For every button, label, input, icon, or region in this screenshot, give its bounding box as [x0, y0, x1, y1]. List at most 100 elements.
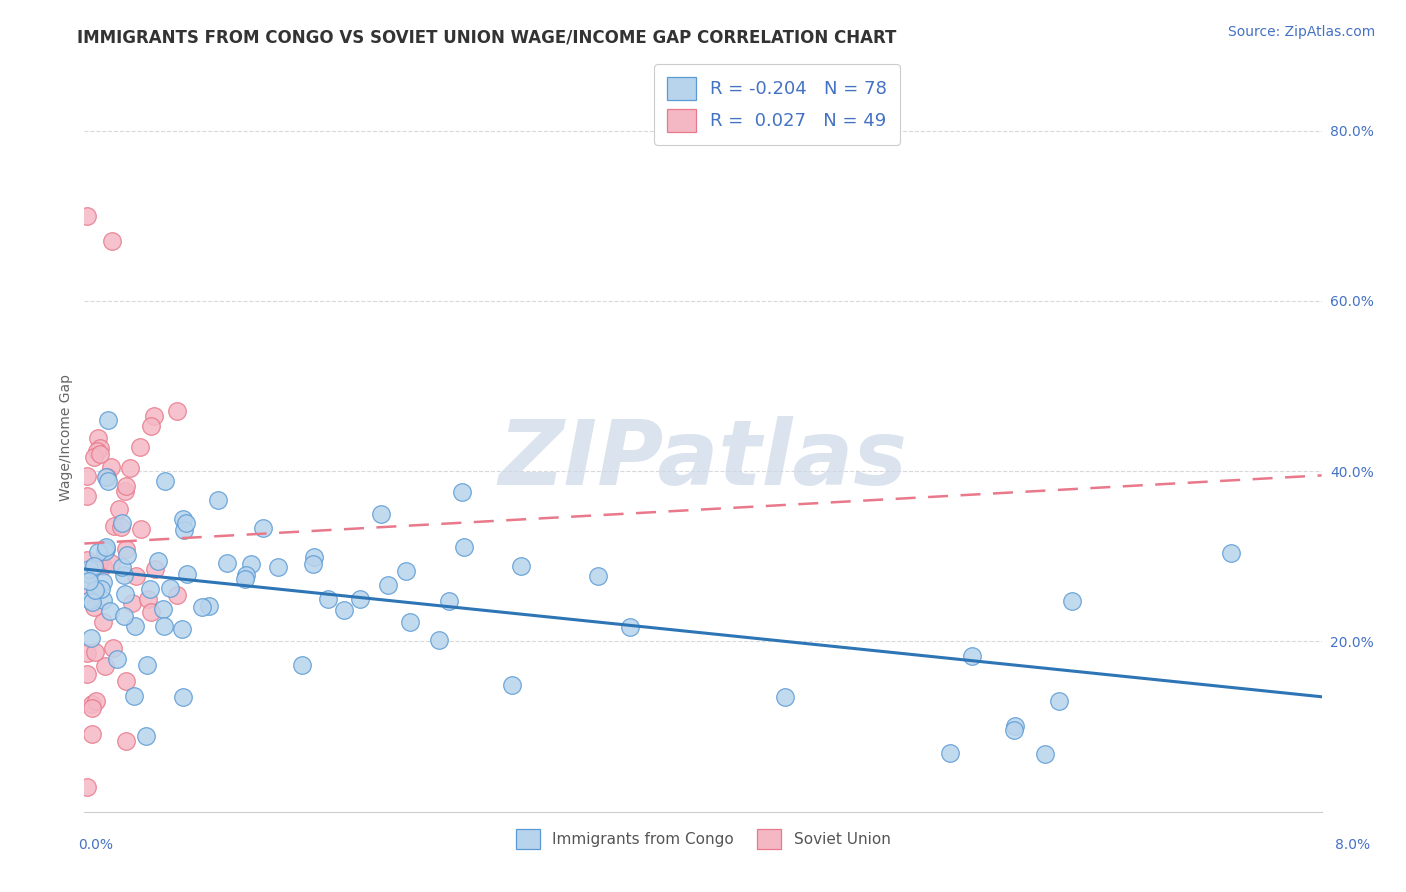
- Text: 0.0%: 0.0%: [79, 838, 112, 852]
- Point: [153, 475, 176, 489]
- Point: [510, 558, 533, 573]
- Point: [143, 409, 166, 423]
- Point: [84, 645, 107, 659]
- Point: [501, 678, 523, 692]
- Point: [166, 589, 188, 603]
- Point: [76, 553, 98, 567]
- Point: [107, 501, 129, 516]
- Point: [96, 470, 118, 484]
- Point: [176, 567, 198, 582]
- Point: [136, 591, 159, 606]
- Point: [91, 575, 114, 590]
- Point: [97, 413, 120, 427]
- Point: [112, 609, 135, 624]
- Point: [115, 479, 138, 493]
- Point: [773, 690, 796, 704]
- Point: [100, 556, 122, 570]
- Point: [938, 747, 960, 761]
- Text: IMMIGRANTS FROM CONGO VS SOVIET UNION WAGE/INCOME GAP CORRELATION CHART: IMMIGRANTS FROM CONGO VS SOVIET UNION WA…: [77, 29, 897, 46]
- Point: [427, 633, 450, 648]
- Point: [166, 404, 188, 418]
- Legend: Immigrants from Congo, Soviet Union: Immigrants from Congo, Soviet Union: [506, 820, 900, 858]
- Point: [110, 520, 132, 534]
- Point: [302, 557, 325, 571]
- Point: [115, 733, 138, 747]
- Text: ZIPatlas: ZIPatlas: [499, 416, 907, 504]
- Y-axis label: Wage/Income Gap: Wage/Income Gap: [59, 374, 73, 500]
- Point: [91, 615, 114, 629]
- Point: [172, 690, 194, 704]
- Point: [1220, 546, 1243, 560]
- Point: [1047, 693, 1070, 707]
- Point: [91, 593, 114, 607]
- Point: [86, 582, 108, 597]
- Point: [87, 431, 110, 445]
- Point: [159, 581, 181, 595]
- Point: [97, 474, 120, 488]
- Point: [291, 657, 314, 672]
- Point: [128, 440, 150, 454]
- Point: [103, 519, 125, 533]
- Point: [80, 697, 103, 711]
- Point: [267, 559, 290, 574]
- Point: [139, 582, 162, 597]
- Point: [235, 568, 257, 582]
- Point: [115, 673, 138, 688]
- Point: [93, 559, 115, 574]
- Point: [112, 568, 135, 582]
- Point: [139, 606, 162, 620]
- Point: [94, 542, 117, 557]
- Point: [153, 619, 176, 633]
- Point: [1062, 594, 1084, 608]
- Point: [101, 234, 124, 248]
- Point: [94, 658, 117, 673]
- Point: [84, 583, 107, 598]
- Point: [76, 209, 98, 223]
- Point: [77, 562, 100, 576]
- Point: [77, 566, 100, 581]
- Point: [86, 443, 108, 458]
- Point: [333, 603, 356, 617]
- Point: [76, 780, 98, 794]
- Point: [111, 516, 134, 530]
- Point: [349, 592, 371, 607]
- Point: [76, 666, 98, 681]
- Point: [87, 556, 110, 570]
- Point: [586, 569, 609, 583]
- Point: [80, 631, 103, 645]
- Point: [207, 492, 229, 507]
- Point: [76, 468, 98, 483]
- Point: [141, 418, 163, 433]
- Point: [148, 554, 170, 568]
- Point: [79, 593, 101, 607]
- Point: [316, 591, 339, 606]
- Point: [124, 619, 146, 633]
- Point: [1004, 719, 1026, 733]
- Point: [80, 595, 103, 609]
- Point: [83, 559, 105, 574]
- Point: [960, 649, 983, 664]
- Point: [370, 507, 392, 521]
- Point: [136, 658, 159, 673]
- Point: [129, 522, 152, 536]
- Point: [125, 569, 148, 583]
- Point: [198, 599, 221, 613]
- Point: [239, 558, 262, 572]
- Text: 8.0%: 8.0%: [1336, 838, 1369, 852]
- Point: [115, 548, 138, 562]
- Point: [1002, 723, 1025, 738]
- Point: [80, 701, 103, 715]
- Point: [453, 540, 475, 554]
- Point: [191, 599, 214, 614]
- Point: [1035, 747, 1057, 762]
- Point: [451, 485, 474, 500]
- Point: [121, 596, 143, 610]
- Point: [96, 470, 118, 484]
- Point: [122, 689, 145, 703]
- Point: [302, 549, 325, 564]
- Point: [90, 582, 112, 596]
- Point: [114, 587, 136, 601]
- Text: Source: ZipAtlas.com: Source: ZipAtlas.com: [1227, 25, 1375, 39]
- Point: [76, 579, 98, 593]
- Point: [111, 560, 134, 574]
